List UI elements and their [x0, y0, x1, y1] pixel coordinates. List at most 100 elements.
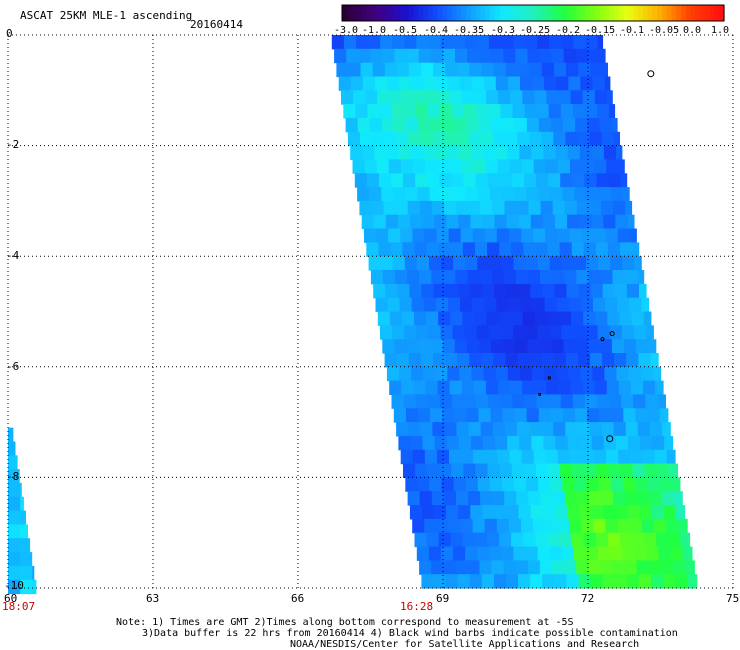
colorbar-segment [399, 5, 405, 21]
swath-cell [561, 325, 574, 340]
swath-cell [559, 242, 573, 257]
swath-cell [442, 48, 456, 64]
swath-cell [424, 518, 437, 534]
swath-cell [8, 565, 21, 581]
swath-cell [523, 532, 536, 548]
swath-cell [552, 270, 565, 285]
swath-cell [630, 449, 643, 465]
swath-cell [536, 104, 550, 119]
swath-cell [606, 449, 619, 465]
swath-cell [534, 90, 548, 105]
swath-cell [568, 366, 581, 382]
swath-cell [531, 145, 545, 160]
swath-cell [527, 560, 541, 575]
swath-cell [445, 574, 459, 589]
swath-cell [32, 579, 37, 595]
swath-cell [608, 173, 622, 188]
swath-cell [597, 325, 611, 340]
swath-cell [425, 90, 439, 105]
swath-cell [414, 242, 428, 257]
swath-cell [486, 90, 499, 105]
swath-cell [563, 48, 577, 64]
swath-cell [468, 131, 482, 147]
swath-cell [419, 200, 433, 216]
swath-cell [523, 242, 537, 257]
colorbar-segment [533, 5, 539, 21]
swath-cell [427, 463, 440, 478]
swath-cell [575, 118, 588, 133]
swath-cell [624, 560, 638, 575]
swath-cell [607, 242, 621, 257]
lat-tick-label: 0 [6, 27, 13, 40]
colorbar-label: -0.35 [454, 25, 485, 36]
swath-cell [392, 325, 405, 340]
swath-cell [678, 518, 688, 534]
swath-cell [507, 366, 521, 382]
swath-cell [418, 48, 432, 64]
swath-cell [557, 449, 571, 465]
swath-cell [392, 35, 405, 50]
swath-cell [579, 505, 592, 520]
swath-cell [514, 118, 528, 133]
swath-cell [615, 435, 629, 451]
swath-cell [387, 76, 400, 91]
swath-cell [634, 546, 647, 561]
swath-cell [544, 76, 557, 91]
swath-cell [396, 353, 410, 368]
swath-cell [603, 435, 617, 451]
swath-cell [543, 145, 557, 160]
swath-cell [392, 256, 406, 271]
swath-cell [8, 579, 21, 595]
swath-cell [581, 518, 595, 534]
swath-cell [545, 159, 559, 174]
colorbar-segment [580, 5, 587, 21]
swath-cell [531, 435, 544, 451]
colorbar-segment [394, 5, 400, 21]
colorbar-segment [513, 5, 520, 21]
swath-cell [655, 380, 664, 395]
swath-cell [369, 118, 383, 133]
swath-cell [583, 532, 597, 548]
swath-cell [559, 311, 572, 326]
swath-cell [355, 104, 369, 119]
swath-cell [596, 463, 609, 478]
swath-cell [625, 491, 638, 506]
colorbar-segment [714, 5, 720, 21]
swath-cell [632, 463, 646, 478]
swath-cell [449, 380, 463, 395]
swath-cell [364, 159, 378, 174]
swath-cell [8, 427, 14, 442]
swath-cell [423, 366, 436, 382]
swath-cell [520, 297, 534, 313]
colorbar-segment [690, 5, 696, 21]
swath-cell [474, 311, 488, 326]
swath-cell [510, 90, 523, 105]
colorbar-segment [523, 5, 529, 21]
swath-cell [627, 505, 641, 520]
swath-cell [563, 118, 576, 133]
swath-cell [376, 228, 389, 243]
colorbar-segment [547, 5, 553, 21]
swath-cell [560, 173, 573, 188]
swath-cell [366, 173, 380, 188]
swath-cell [466, 118, 480, 133]
product-date: 20160414 [190, 18, 243, 31]
colorbar-segment [709, 5, 716, 21]
swath-cell [491, 560, 505, 575]
swath-cell [430, 118, 443, 133]
swath-cell [573, 325, 587, 340]
swath-cell [401, 311, 415, 326]
swath-cell [475, 173, 489, 188]
swath-cell [542, 283, 555, 299]
swath-cell [357, 118, 371, 133]
swath-cell [372, 62, 386, 78]
swath-cell [482, 505, 496, 520]
colorbar-segment [638, 5, 644, 21]
swath-cell [562, 477, 576, 492]
swath-cell [454, 339, 468, 354]
colorbar-segment [661, 5, 668, 21]
swath-cell [427, 173, 440, 188]
swath-cell [492, 491, 505, 506]
swath-cell [643, 380, 656, 395]
swath-cell [514, 408, 528, 423]
